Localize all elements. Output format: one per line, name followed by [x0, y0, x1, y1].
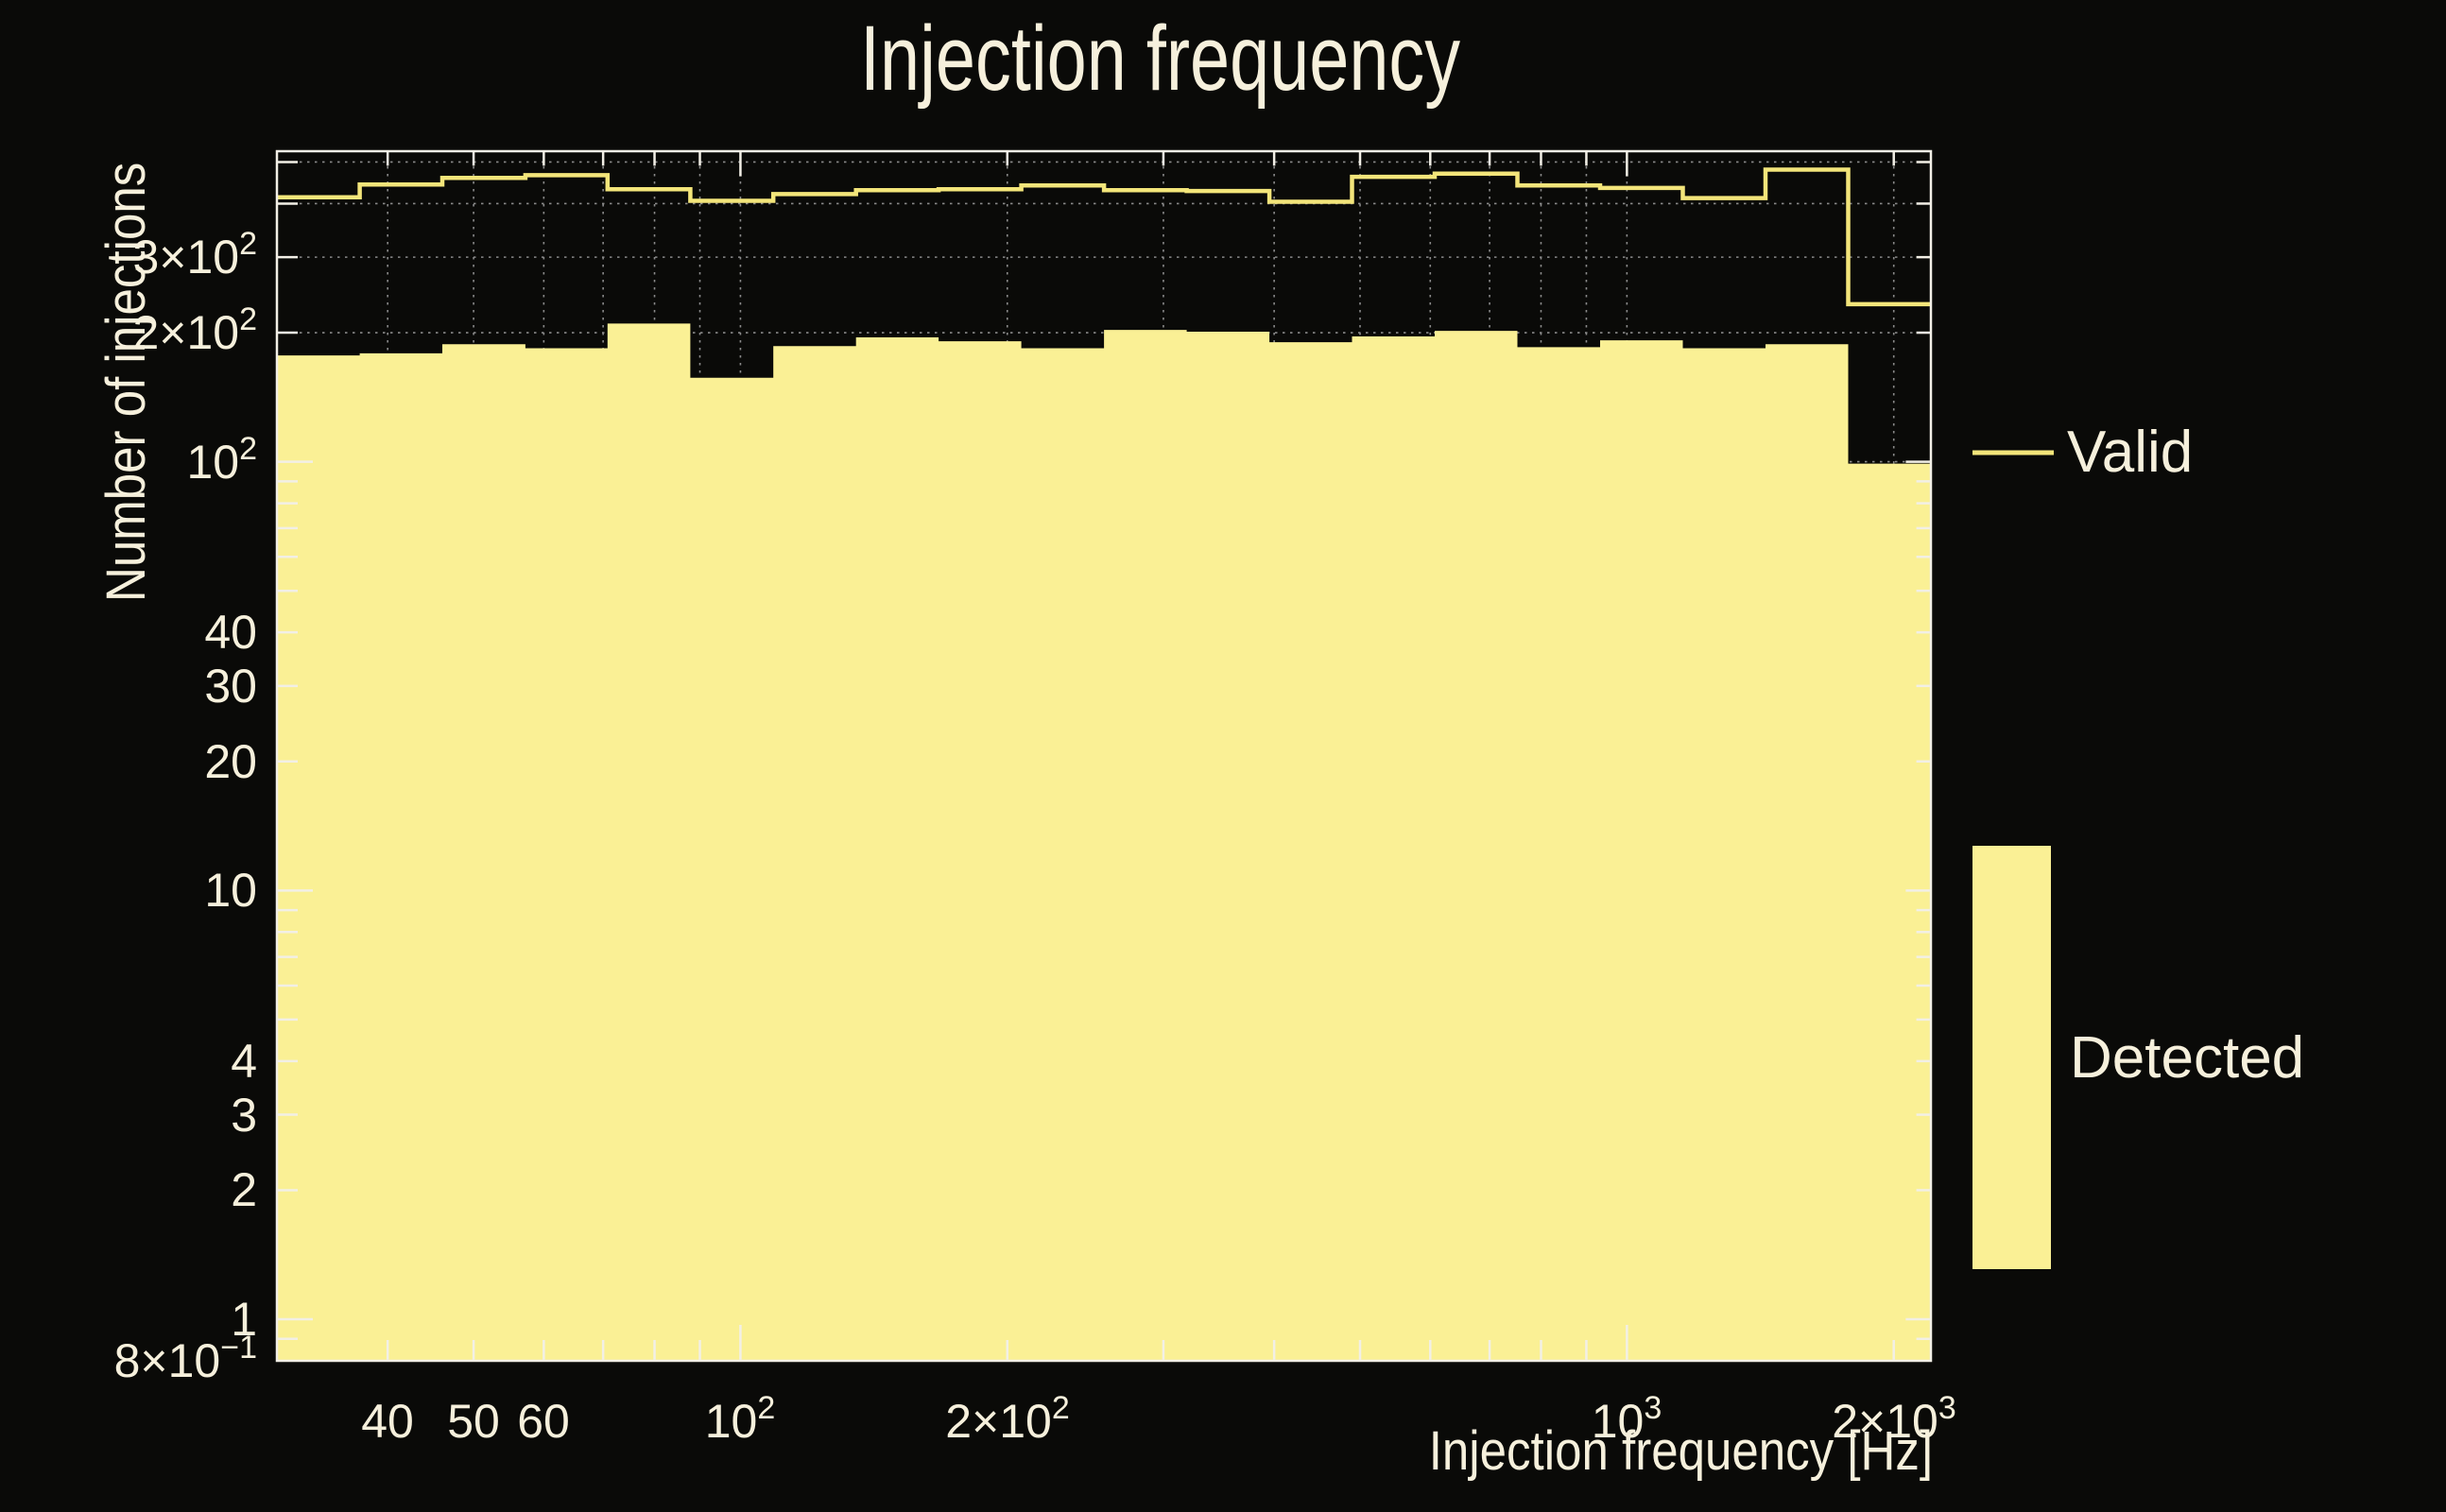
exponent: 3: [1938, 1390, 1956, 1426]
exponent: −1: [220, 1330, 257, 1366]
y-tick-label: 102: [186, 431, 257, 489]
y-tick-label: 40: [204, 606, 257, 659]
plot-frame: [275, 149, 1933, 1363]
y-tick-label: 1: [231, 1293, 257, 1346]
y-tick-label: 2×102: [132, 301, 257, 359]
exponent: 2: [1051, 1390, 1070, 1426]
exponent: 2: [239, 226, 257, 262]
exponent: 2: [239, 301, 257, 337]
y-tick-label: 2: [231, 1163, 257, 1216]
y-tick-label: 4: [231, 1035, 257, 1088]
legend-detected-box-swatch: [1972, 846, 2051, 1269]
y-tick-label: 10: [204, 864, 257, 917]
exponent: 2: [757, 1390, 776, 1426]
detected-histogram-area: [277, 323, 1931, 1361]
exponent: 2: [239, 431, 257, 467]
legend-label-valid: Valid: [2067, 420, 2194, 485]
y-axis-title: Number of injections: [95, 162, 157, 602]
y-tick-label: 3×102: [132, 226, 257, 284]
y-tick-label: 8×10−1: [113, 1330, 257, 1387]
x-tick-label: 60: [517, 1395, 570, 1448]
exponent: 3: [1644, 1390, 1662, 1426]
chart-title: Injection frequency: [860, 7, 1461, 110]
y-tick-label: 30: [204, 660, 257, 713]
valid-histogram-line: [277, 167, 1931, 307]
x-tick-label: 102: [704, 1390, 776, 1448]
x-tick-label: 2×103: [1832, 1390, 1956, 1448]
y-tick-label: 20: [204, 735, 257, 788]
x-tick-label: 2×102: [945, 1390, 1070, 1448]
x-tick-label: 103: [1591, 1390, 1662, 1448]
y-tick-label: 3: [231, 1089, 257, 1142]
legend-label-detected: Detected: [2070, 1025, 2305, 1091]
x-axis-title: Injection frequency [Hz]: [1428, 1420, 1933, 1482]
x-tick-label: 40: [361, 1395, 414, 1448]
x-tick-label: 50: [447, 1395, 500, 1448]
